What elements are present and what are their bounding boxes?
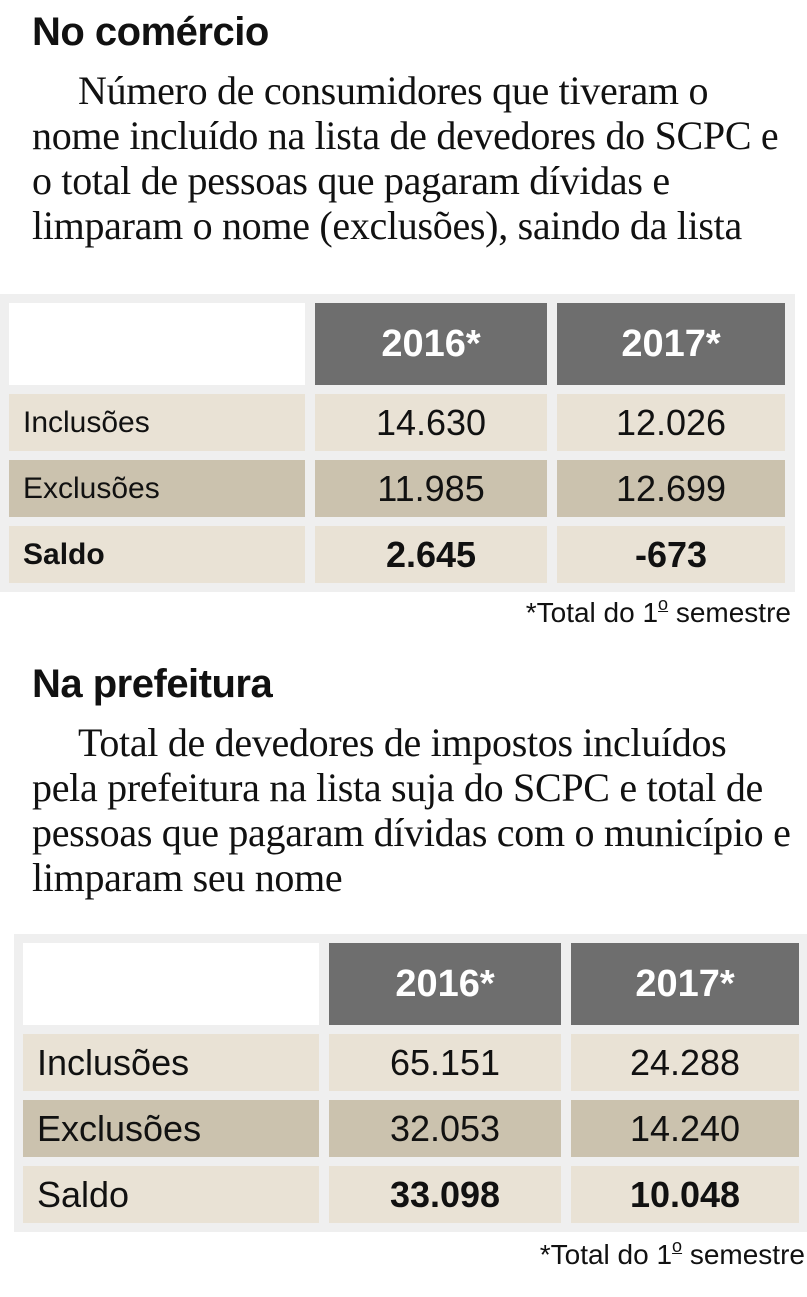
section-title: No comércio <box>32 10 269 54</box>
row-label-saldo: Saldo <box>23 1166 319 1223</box>
cell-saldo-2016: 33.098 <box>329 1166 561 1223</box>
cell-saldo-2017: -673 <box>557 526 785 583</box>
cell-saldo-2016: 2.645 <box>315 526 547 583</box>
section-description: Total de devedores de impostos incluídos… <box>32 720 791 900</box>
cell-inclusoes-2017: 12.026 <box>557 394 785 451</box>
footnote-suffix: semestre <box>682 1239 805 1270</box>
footnote: *Total do 1o semestre <box>540 1236 805 1271</box>
header-2017: 2017* <box>557 303 785 385</box>
comercio-table: 2016* 2017* Inclusões 14.630 12.026 Excl… <box>0 294 795 592</box>
row-label-exclusoes: Exclusões <box>23 1100 319 1157</box>
footnote: *Total do 1o semestre <box>526 594 791 629</box>
cell-exclusoes-2017: 12.699 <box>557 460 785 517</box>
prefeitura-table: 2016* 2017* Inclusões 65.151 24.288 Excl… <box>14 934 807 1232</box>
header-blank-cell <box>9 303 305 385</box>
header-2017: 2017* <box>571 943 799 1025</box>
cell-exclusoes-2016: 32.053 <box>329 1100 561 1157</box>
header-2016: 2016* <box>329 943 561 1025</box>
cell-inclusoes-2016: 65.151 <box>329 1034 561 1091</box>
row-label-exclusoes: Exclusões <box>9 460 305 517</box>
header-2016: 2016* <box>315 303 547 385</box>
cell-exclusoes-2017: 14.240 <box>571 1100 799 1157</box>
row-label-inclusoes: Inclusões <box>23 1034 319 1091</box>
footnote-suffix: semestre <box>668 597 791 628</box>
header-blank-cell <box>23 943 319 1025</box>
section-title: Na prefeitura <box>32 662 273 706</box>
cell-saldo-2017: 10.048 <box>571 1166 799 1223</box>
footnote-text: *Total do 1 <box>539 1239 673 1270</box>
cell-inclusoes-2016: 14.630 <box>315 394 547 451</box>
cell-inclusoes-2017: 24.288 <box>571 1034 799 1091</box>
footnote-text: *Total do 1 <box>525 597 659 628</box>
footnote-ordinal: o <box>658 594 669 614</box>
section-description: Número de consumidores que tiveram o nom… <box>32 68 779 248</box>
row-label-inclusoes: Inclusões <box>9 394 305 451</box>
footnote-ordinal: o <box>672 1236 683 1256</box>
cell-exclusoes-2016: 11.985 <box>315 460 547 517</box>
row-label-saldo: Saldo <box>9 526 305 583</box>
